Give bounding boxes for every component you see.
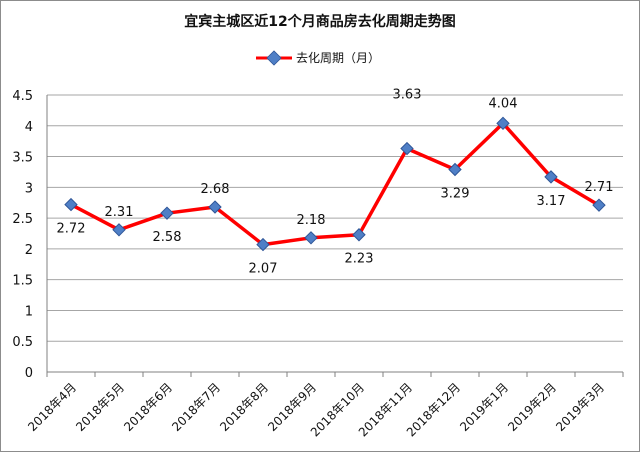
x-tick-label: 2019年2月 xyxy=(505,380,559,434)
data-point-marker xyxy=(544,170,558,184)
y-axis: 0 0.5 1 1.5 2 2.5 3 3.5 4 4.5 xyxy=(12,89,48,381)
series-polyline xyxy=(69,121,601,247)
data-label: 2.23 xyxy=(345,252,374,267)
data-label: 3.17 xyxy=(537,194,566,209)
data-label: 3.29 xyxy=(441,186,470,201)
chart-title: 宜宾主城区近12个月商品房去化周期走势图 xyxy=(184,13,455,30)
y-tick-label: 4 xyxy=(25,120,33,135)
legend-marker xyxy=(266,50,282,66)
data-point-marker xyxy=(64,197,78,212)
data-label: 2.58 xyxy=(153,230,182,245)
data-point-marker xyxy=(304,231,318,245)
x-tick-label: 2018年6月 xyxy=(121,380,175,434)
x-tick-label: 2018年5月 xyxy=(73,380,127,434)
legend: 去化周期（月） xyxy=(256,50,380,66)
y-tick-label: 1.5 xyxy=(12,274,33,289)
data-point-marker xyxy=(400,141,414,156)
data-point-marker xyxy=(256,237,270,252)
data-label: 4.04 xyxy=(489,96,518,111)
data-label: 3.63 xyxy=(393,88,422,103)
data-point-marker xyxy=(496,116,510,131)
data-point-marker xyxy=(448,162,462,177)
data-label: 2.07 xyxy=(249,262,278,277)
data-label: 2.72 xyxy=(57,222,86,237)
data-label: 2.71 xyxy=(585,180,614,195)
data-point-marker xyxy=(352,228,366,242)
y-tick-label: 3.5 xyxy=(12,151,33,166)
series-line xyxy=(64,116,606,252)
data-label: 2.18 xyxy=(297,213,326,228)
y-tick-label: 4.5 xyxy=(12,89,33,104)
data-labels: 2.72 2.31 2.58 2.68 2.07 2.18 2.23 3.63 3.29 4.04… xyxy=(57,88,614,277)
y-tick-label: 0.5 xyxy=(12,335,33,350)
x-tick-label: 2018年8月 xyxy=(217,380,271,434)
data-point-marker xyxy=(160,206,174,220)
x-tick-label: 2018年4月 xyxy=(25,380,79,434)
data-point-marker xyxy=(592,198,606,212)
x-axis: 2018年4月2018年5月2018年6月2018年7月2018年8月2018年… xyxy=(25,371,624,439)
data-label: 2.68 xyxy=(201,182,230,197)
x-tick-label: 2018年7月 xyxy=(169,380,223,434)
y-tick-label: 2.5 xyxy=(12,212,33,227)
y-tick-label: 0 xyxy=(25,366,33,381)
gridlines xyxy=(47,94,623,373)
y-tick-label: 3 xyxy=(25,181,33,196)
data-label: 2.31 xyxy=(105,205,134,220)
x-tick-label: 2019年3月 xyxy=(553,380,607,434)
data-point-marker xyxy=(112,223,126,237)
x-tick-label: 2019年1月 xyxy=(457,380,511,434)
y-tick-label: 1 xyxy=(25,304,33,319)
y-tick-label: 2 xyxy=(25,243,33,258)
legend-label: 去化周期（月） xyxy=(296,51,380,65)
data-point-marker xyxy=(208,200,222,214)
